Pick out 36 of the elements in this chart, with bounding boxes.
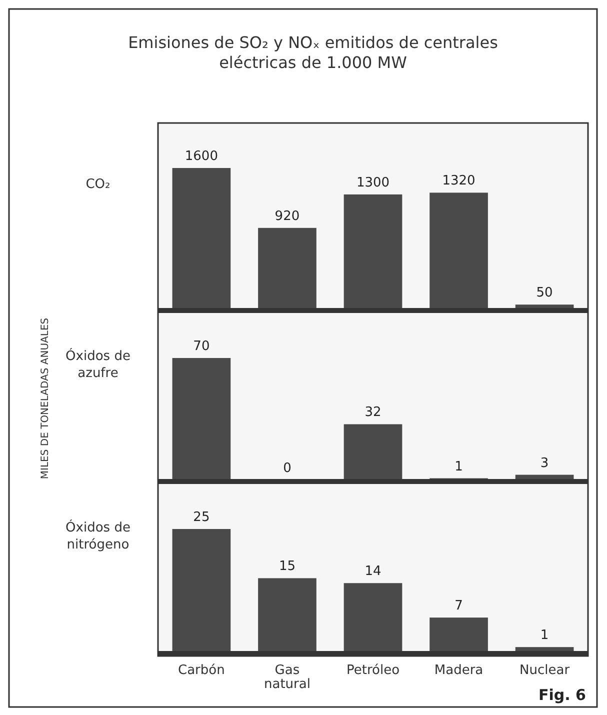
bar xyxy=(430,192,488,309)
data-label: 1 xyxy=(540,628,549,644)
data-label: 1320 xyxy=(442,174,476,189)
chart-subtitle: Óxidos de nitrógeno xyxy=(66,518,130,552)
bar xyxy=(344,583,402,652)
bar xyxy=(344,424,402,480)
data-label: 14 xyxy=(364,564,382,580)
data-label: 1600 xyxy=(184,149,218,164)
data-label: 15 xyxy=(278,559,296,574)
y-axis-title: MILES DE TONELADAS ANUALES xyxy=(40,318,51,480)
data-label: 920 xyxy=(274,208,300,224)
data-label: 3 xyxy=(540,456,549,471)
bar xyxy=(172,168,231,309)
bar xyxy=(344,194,402,309)
chart-subtitle: Óxidos de azufre xyxy=(66,347,130,381)
data-label: 1 xyxy=(454,459,463,474)
data-label: 0 xyxy=(283,461,292,476)
chart-title: Emisiones de SO₂ y NOₓ emitidos de centrales eléctricas de 1.000 MW xyxy=(128,33,498,72)
x-tick-label: Nuclear xyxy=(520,663,570,678)
data-label: 32 xyxy=(364,405,382,420)
caption: Fig. 6 xyxy=(538,686,586,704)
text: CO₂ xyxy=(86,177,110,192)
data-label: 70 xyxy=(193,339,210,354)
data-label: 50 xyxy=(536,286,553,301)
data-label: 1300 xyxy=(356,175,390,190)
bar xyxy=(258,578,316,652)
bar xyxy=(172,358,231,480)
x-tick-label: Gas natural xyxy=(264,663,310,692)
bar xyxy=(258,228,316,309)
x-tick-label: Madera xyxy=(434,663,484,678)
bar xyxy=(430,618,488,652)
data-label: 7 xyxy=(454,598,463,614)
bar xyxy=(172,529,231,652)
data-label: 25 xyxy=(193,510,210,525)
x-tick-label: Petróleo xyxy=(346,663,400,678)
x-tick-label: Carbón xyxy=(178,663,225,678)
